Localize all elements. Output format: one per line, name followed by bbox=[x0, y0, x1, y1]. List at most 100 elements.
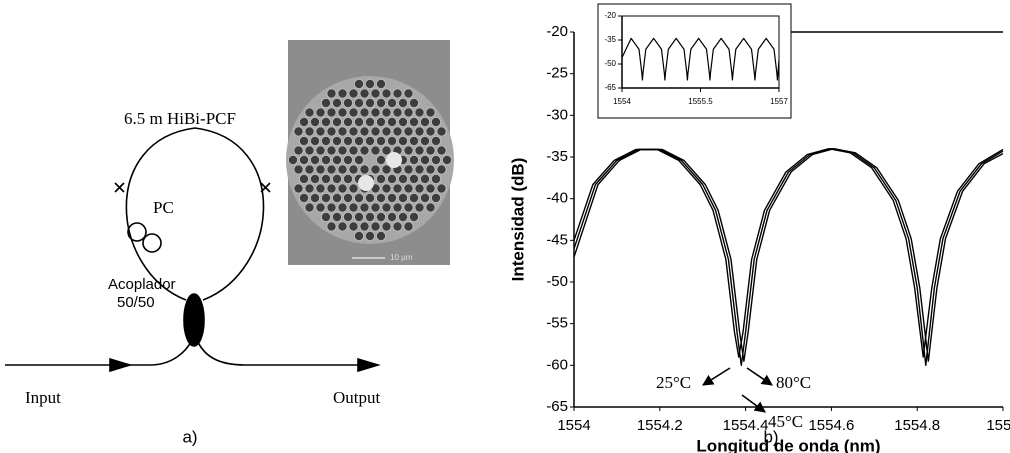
sem-hole bbox=[397, 173, 408, 184]
sem-hole bbox=[364, 117, 375, 128]
sem-hole bbox=[320, 192, 331, 203]
sem-hole bbox=[293, 145, 304, 156]
y-tick-label: -65 bbox=[604, 83, 616, 92]
x-tick-label: 1554.6 bbox=[808, 417, 854, 434]
sem-hole bbox=[331, 117, 342, 128]
coupler bbox=[183, 293, 205, 347]
data-line bbox=[573, 147, 1004, 358]
sem-hole bbox=[320, 211, 331, 222]
sem-hole bbox=[331, 192, 342, 203]
sem-hole bbox=[331, 154, 342, 165]
sem-hole bbox=[331, 135, 342, 146]
sem-hole bbox=[353, 192, 364, 203]
sem-hole bbox=[304, 145, 315, 156]
input-arrow bbox=[109, 357, 133, 373]
sem-hole bbox=[353, 211, 364, 222]
sem-hole bbox=[375, 117, 386, 128]
sem-core bbox=[386, 152, 402, 168]
sem-hole bbox=[348, 107, 359, 118]
sem-hole bbox=[304, 202, 315, 213]
arrow bbox=[746, 367, 773, 386]
sem-hole bbox=[315, 183, 326, 194]
sem-hole bbox=[315, 107, 326, 118]
sem-hole bbox=[370, 88, 381, 99]
sem-hole bbox=[408, 98, 419, 109]
sem-hole bbox=[364, 79, 375, 90]
caption: b) bbox=[763, 427, 778, 446]
sem-hole bbox=[364, 230, 375, 241]
sem-hole bbox=[430, 154, 441, 165]
sem-hole bbox=[370, 202, 381, 213]
sem-hole bbox=[337, 164, 348, 175]
sem-hole bbox=[397, 211, 408, 222]
sem-hole bbox=[392, 221, 403, 232]
sem-hole bbox=[381, 145, 392, 156]
sem-hole bbox=[331, 98, 342, 109]
sem-hole bbox=[326, 145, 337, 156]
sem-hole bbox=[337, 221, 348, 232]
sem-hole bbox=[353, 79, 364, 90]
sem-hole bbox=[397, 98, 408, 109]
sem-hole bbox=[403, 221, 414, 232]
sem-hole bbox=[364, 98, 375, 109]
sem-hole bbox=[408, 211, 419, 222]
sem-hole bbox=[337, 202, 348, 213]
sem-hole bbox=[397, 135, 408, 146]
y-tick-label: -25 bbox=[546, 65, 568, 82]
sem-hole bbox=[441, 154, 452, 165]
annotation: 25°C bbox=[656, 373, 691, 392]
sem-hole bbox=[381, 202, 392, 213]
sem-hole bbox=[386, 98, 397, 109]
sem-hole bbox=[425, 145, 436, 156]
sem-hole bbox=[326, 202, 337, 213]
sem-hole bbox=[425, 126, 436, 137]
output-label: Output bbox=[333, 388, 381, 407]
sem-hole bbox=[403, 88, 414, 99]
sem-hole bbox=[326, 183, 337, 194]
sem-hole bbox=[353, 154, 364, 165]
sem-hole bbox=[414, 164, 425, 175]
sem-hole bbox=[309, 192, 320, 203]
x-tick-label: 1554 bbox=[613, 97, 631, 106]
sem-hole bbox=[304, 126, 315, 137]
sem-hole bbox=[309, 135, 320, 146]
sem-hole bbox=[298, 135, 309, 146]
sem-hole bbox=[331, 173, 342, 184]
x-tick-label: 1555.5 bbox=[688, 97, 713, 106]
data-line bbox=[573, 147, 1004, 367]
y-tick-label: -45 bbox=[546, 231, 568, 248]
sem-hole bbox=[370, 107, 381, 118]
sem-hole bbox=[364, 192, 375, 203]
sem-hole bbox=[436, 145, 447, 156]
inset-frame bbox=[597, 3, 792, 119]
sem-hole bbox=[293, 164, 304, 175]
y-tick-label: -30 bbox=[546, 106, 568, 123]
sem-hole bbox=[337, 126, 348, 137]
sem-hole bbox=[375, 135, 386, 146]
sem-hole bbox=[419, 154, 430, 165]
sem-core bbox=[358, 175, 374, 191]
sem-hole bbox=[403, 126, 414, 137]
sem-hole bbox=[381, 183, 392, 194]
sem-hole bbox=[392, 88, 403, 99]
sem-hole bbox=[414, 126, 425, 137]
sem-hole bbox=[359, 107, 370, 118]
caption: a) bbox=[182, 427, 197, 446]
sem-hole bbox=[381, 88, 392, 99]
sem-hole bbox=[364, 211, 375, 222]
sem-hole bbox=[430, 135, 441, 146]
scale-label: 10 µm bbox=[390, 253, 413, 262]
sem-hole bbox=[408, 135, 419, 146]
sem-hole bbox=[315, 202, 326, 213]
y-tick-label: -65 bbox=[546, 398, 568, 415]
sem-hole bbox=[337, 145, 348, 156]
sem-hole bbox=[298, 154, 309, 165]
sem-hole bbox=[320, 98, 331, 109]
sem-hole bbox=[392, 126, 403, 137]
sem-hole bbox=[315, 126, 326, 137]
sem-hole bbox=[342, 98, 353, 109]
sem-hole bbox=[342, 173, 353, 184]
sem-hole bbox=[386, 192, 397, 203]
x-tick-label: 1557 bbox=[770, 97, 788, 106]
